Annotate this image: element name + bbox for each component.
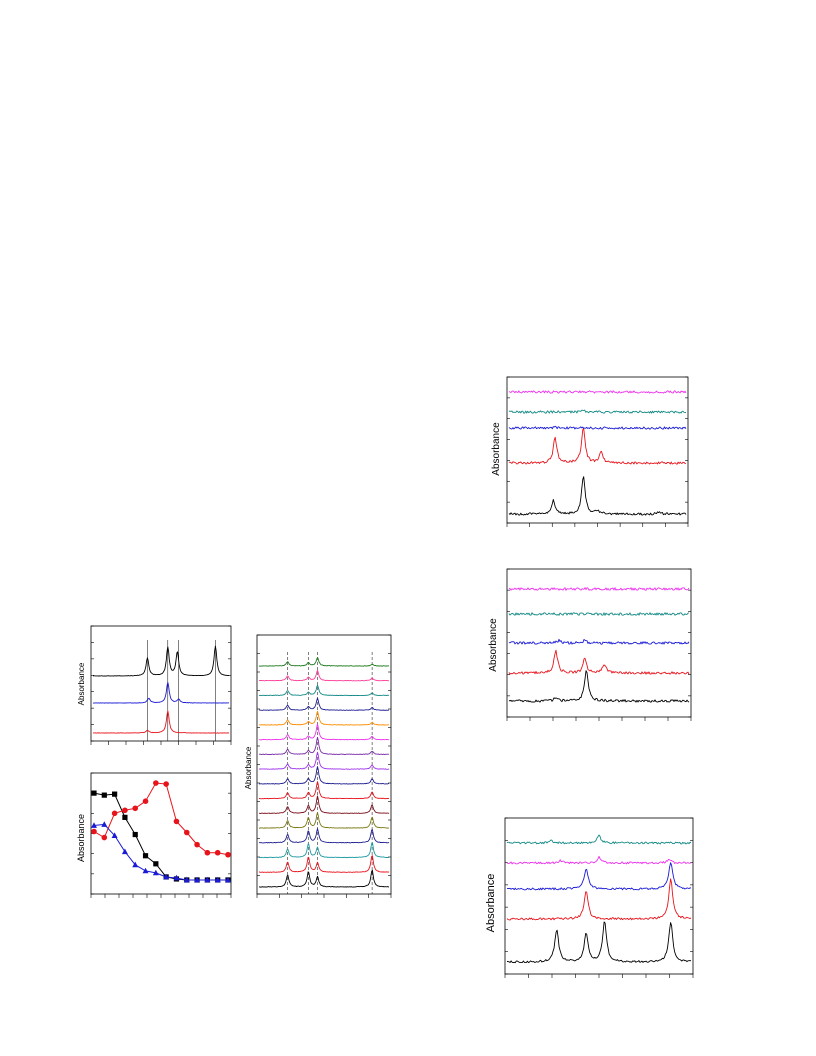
panel-right-bottom-ylabel: Absorbance xyxy=(485,874,497,933)
panel-middle-stack-plot xyxy=(256,634,392,898)
panel-bottom-left-circle-marker xyxy=(122,807,128,814)
panel-bottom-left-circle-marker xyxy=(163,781,169,787)
panel-bottom-left-circle-marker xyxy=(194,841,200,848)
panel-right-top-teal-trace xyxy=(508,409,687,414)
panel-bottom-left-circle-marker xyxy=(142,798,149,804)
panel-bottom-left-circle-marker xyxy=(204,849,211,856)
panel-top-left-red-trace xyxy=(93,710,230,734)
panel-bottom-left-square-marker xyxy=(122,814,128,820)
panel-middle-stack-olive-trace xyxy=(258,812,390,829)
panel-middle-stack-navy-trace xyxy=(258,828,390,844)
panel-top-left-frame xyxy=(90,625,232,742)
panel-middle-stack-maroon-trace xyxy=(258,795,390,814)
panel-bottom-left-triangle-marker xyxy=(194,876,201,883)
panel-middle-stack-red-trace xyxy=(258,855,390,873)
panel-bottom-left-triangle-marker xyxy=(132,861,139,868)
panel-right-top-plot xyxy=(506,376,689,527)
panel-bottom-left-square-marker xyxy=(153,861,159,867)
panel-middle-stack-violet-trace xyxy=(258,751,390,770)
panel-right-middle-magenta-trace xyxy=(508,587,690,591)
panel-right-top-magenta-trace xyxy=(508,390,687,394)
panel-right-bottom-teal-trace xyxy=(506,834,692,845)
panel-right-top-red-trace xyxy=(508,427,687,465)
panel-right-top-black-trace xyxy=(508,476,687,516)
panel-bottom-left-circle-marker xyxy=(214,849,221,856)
panel-bottom-left-triangle-marker xyxy=(214,876,221,883)
panel-bottom-left-triangle-marker xyxy=(121,848,128,855)
panel-bottom-left-triangle-marker xyxy=(101,821,108,827)
panel-middle-stack-orange-trace xyxy=(258,710,390,726)
panel-middle-stack-magenta-trace xyxy=(258,723,390,741)
panel-right-top-ylabel: Absorbance xyxy=(491,422,502,476)
panel-bottom-left-square-marker xyxy=(91,790,97,796)
panel-middle-stack-frame xyxy=(256,634,392,895)
panel-bottom-left-circle-marker xyxy=(153,780,159,786)
panel-right-top-frame xyxy=(506,376,689,524)
panel-bottom-left-plot xyxy=(90,772,232,898)
panel-middle-stack-pink-trace xyxy=(259,669,390,682)
panel-middle-stack-ylabel: Absorbance xyxy=(244,746,253,789)
panel-bottom-left-circle-marker xyxy=(225,851,231,858)
panel-middle-stack-teal-trace xyxy=(258,684,390,697)
panel-bottom-left-square-marker xyxy=(132,831,138,838)
panel-middle-stack-green-trace xyxy=(258,657,390,667)
panel-right-bottom-red-trace xyxy=(506,878,692,921)
panel-right-middle: Absorbance xyxy=(488,568,692,721)
panel-bottom-left-triangle-marker xyxy=(142,867,149,874)
panel-right-middle-teal-trace xyxy=(508,612,690,616)
panel-top-left-ylabel: Absorbance xyxy=(77,662,86,705)
panel-bottom-left-frame xyxy=(90,772,232,895)
panel-middle-stack-cyan-trace xyxy=(258,842,389,859)
panel-top-left-black-trace xyxy=(92,645,230,677)
panel-bottom-left-square-marker xyxy=(142,853,149,859)
panel-right-middle-red-trace xyxy=(508,649,690,675)
panel-middle-stack-navy-trace xyxy=(258,697,390,711)
panel-bottom-left-circle-marker xyxy=(132,805,139,812)
panel-bottom-left-circle-marker xyxy=(173,818,180,825)
panel-right-middle-ylabel: Absorbance xyxy=(488,618,499,672)
panel-right-bottom-magenta-trace xyxy=(506,855,692,865)
panel-bottom-left-square-marker xyxy=(101,792,107,798)
panel-bottom-left-circle-marker xyxy=(111,810,118,817)
panel-right-top: Absorbance xyxy=(491,376,689,527)
panel-middle-stack: Absorbance xyxy=(244,634,392,898)
panel-bottom-left-triangle-marker xyxy=(225,876,231,883)
panel-bottom-left-triangle-marker xyxy=(91,822,97,828)
panel-middle-stack-red-trace xyxy=(258,781,390,800)
panel-right-bottom: Absorbance xyxy=(485,817,694,978)
panel-top-left: Absorbance xyxy=(77,625,232,745)
panel-bottom-left-ylabel: Absorbance xyxy=(76,814,86,862)
panel-right-bottom-black-trace xyxy=(507,921,692,964)
panel-bottom-left-circle-marker xyxy=(91,828,97,835)
panel-bottom-left-triangle-marker xyxy=(173,874,180,881)
panel-bottom-left-triangle-marker xyxy=(163,873,170,880)
panel-bottom-left-triangle-marker xyxy=(152,869,159,876)
panel-bottom-left: Absorbance xyxy=(76,772,232,898)
panel-top-left-plot xyxy=(90,625,232,745)
panel-bottom-left-triangle-marker xyxy=(183,876,190,883)
panel-right-middle-plot xyxy=(506,568,692,721)
panel-right-bottom-plot xyxy=(504,817,694,978)
panel-bottom-left-triangle-marker xyxy=(111,832,118,838)
panel-bottom-left-circle-marker xyxy=(101,834,108,841)
panel-right-bottom-frame xyxy=(504,817,694,975)
panel-right-bottom-blue-trace xyxy=(506,862,692,891)
panel-right-middle-blue-trace xyxy=(508,638,690,645)
panel-middle-stack-black-trace xyxy=(258,869,389,888)
panel-bottom-left-blue-line xyxy=(93,823,228,881)
panel-right-top-blue-trace xyxy=(508,425,687,430)
panel-top-left-blue-trace xyxy=(92,681,230,704)
panel-bottom-left-square-marker xyxy=(112,791,118,797)
panel-middle-stack-purple-trace xyxy=(258,736,389,756)
panel-bottom-left-triangle-marker xyxy=(204,876,211,883)
panel-right-middle-black-trace xyxy=(508,670,690,703)
panel-middle-stack-navy-trace xyxy=(258,766,389,785)
panel-bottom-left-circle-marker xyxy=(183,829,190,836)
